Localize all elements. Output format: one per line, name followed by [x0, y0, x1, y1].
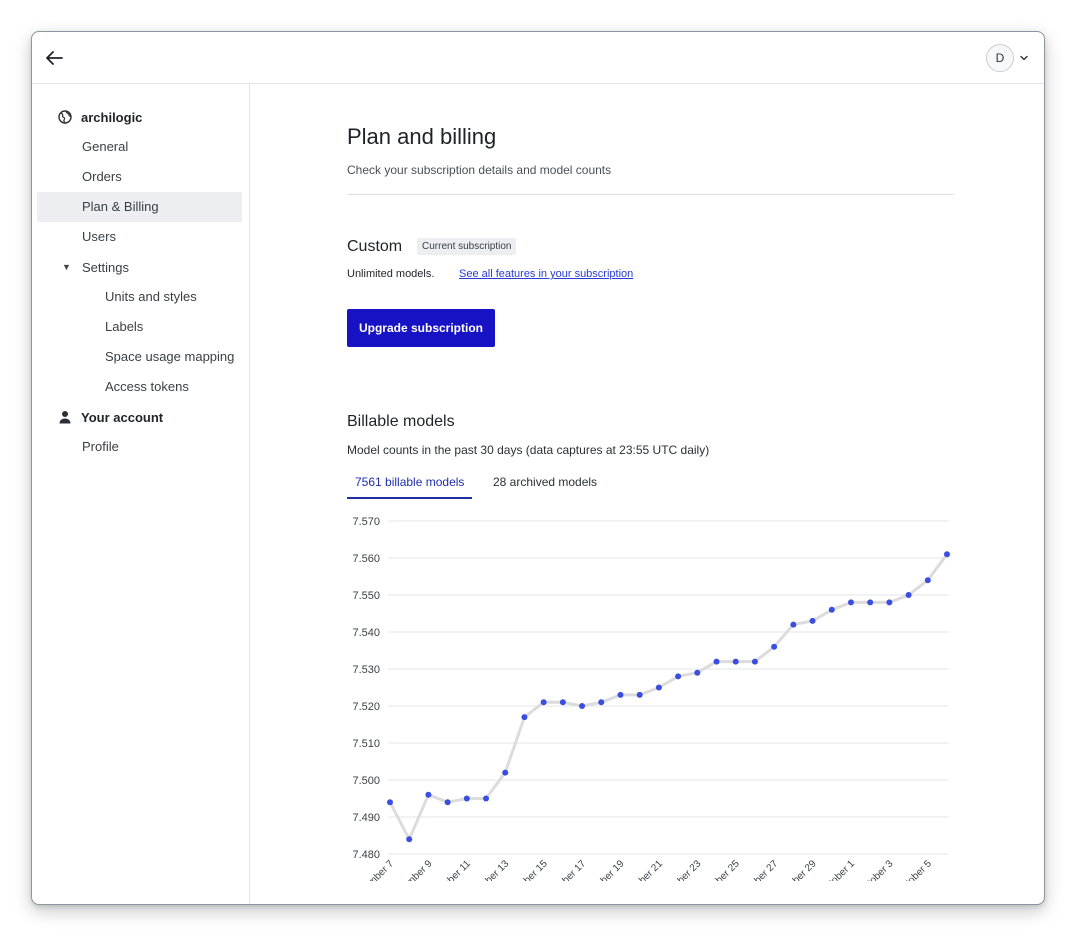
data-point: [636, 691, 643, 698]
data-point: [444, 799, 451, 806]
sidebar-item-space-usage-mapping[interactable]: Space usage mapping: [105, 349, 235, 364]
page-subtitle: Check your subscription details and mode…: [347, 163, 612, 177]
data-point: [790, 621, 797, 628]
main-content: Plan and billing Check your subscription…: [251, 84, 1044, 904]
sidebar-account: Your account: [32, 402, 249, 432]
y-tick-label: 7.480: [352, 849, 380, 861]
status-badge: Current subscription: [417, 238, 517, 255]
series-line: [388, 553, 949, 841]
app-window: D archilogic General Orders Plan & Billi…: [31, 31, 1045, 905]
y-tick-label: 7.560: [352, 553, 380, 565]
upgrade-subscription-button[interactable]: Upgrade subscription: [347, 309, 495, 347]
x-tick-label: September 7: [348, 858, 397, 881]
y-tick-label: 7.510: [352, 738, 380, 750]
sidebar-item-users[interactable]: Users: [82, 229, 116, 244]
account-menu[interactable]: D: [986, 44, 1028, 72]
tab-archived-models[interactable]: 28 archived models: [493, 475, 598, 489]
data-point: [425, 791, 432, 798]
sidebar-item-labels[interactable]: Labels: [105, 319, 144, 334]
data-point: [867, 599, 874, 606]
data-point: [617, 691, 624, 698]
data-point: [828, 606, 835, 613]
sidebar-item-access-tokens[interactable]: Access tokens: [105, 379, 189, 394]
data-point: [559, 699, 566, 706]
avatar[interactable]: D: [986, 44, 1014, 72]
arrow-left-icon: [46, 51, 63, 65]
billable-models-chart: 7.570 7.560 7.550 7.540 7.530 7.520 7.510 7.500…: [348, 516, 950, 881]
features-link[interactable]: See all features in your subscription: [459, 268, 634, 280]
data-point: [598, 699, 605, 706]
plan-description: Unlimited models.: [347, 268, 435, 280]
x-tick-label: October 5: [895, 858, 934, 881]
data-point: [463, 795, 470, 802]
data-point: [924, 577, 931, 584]
data-point: [905, 592, 912, 598]
billable-models-subtitle: Model counts in the past 30 days (data c…: [347, 443, 710, 457]
x-tick-label: October 1: [818, 858, 857, 881]
sidebar-settings-toggle[interactable]: ▼ Settings: [32, 252, 249, 282]
sidebar-account-label: Your account: [81, 409, 164, 425]
data-point: [809, 617, 816, 624]
data-point: [579, 703, 586, 709]
sidebar-item-plan-billing[interactable]: Plan & Billing: [37, 192, 242, 222]
x-tick-label: October 3: [857, 858, 896, 881]
data-point: [387, 799, 393, 806]
divider: [347, 194, 954, 195]
globe-icon: [58, 110, 72, 124]
y-tick-label: 7.570: [352, 516, 380, 528]
y-tick-label: 7.550: [352, 590, 380, 602]
data-point: [944, 551, 950, 558]
sidebar-item-units-styles[interactable]: Units and styles: [105, 289, 197, 304]
y-tick-label: 7.530: [352, 664, 380, 676]
data-point: [713, 658, 720, 665]
data-point: [502, 769, 509, 776]
tab-billable-models[interactable]: 7561 billable models: [347, 475, 473, 499]
top-bar: D: [32, 32, 1044, 84]
data-point: [847, 599, 854, 606]
data-point: [732, 658, 739, 665]
y-tick-label: 7.540: [352, 627, 380, 639]
sidebar-org-label: archilogic: [81, 109, 143, 125]
caret-down-icon: ▼: [62, 262, 71, 272]
data-point: [521, 714, 528, 721]
sidebar: archilogic General Orders Plan & Billing…: [32, 84, 250, 904]
data-point: [771, 643, 778, 650]
billable-models-title: Billable models: [347, 413, 455, 430]
sidebar-settings-label: Settings: [82, 259, 129, 275]
data-point: [886, 599, 893, 606]
data-point: [751, 658, 758, 665]
back-button[interactable]: [42, 46, 66, 70]
sidebar-org: archilogic: [32, 102, 249, 132]
y-tick-label: 7.500: [352, 775, 380, 787]
sidebar-item-profile[interactable]: Profile: [82, 439, 119, 454]
y-tick-label: 7.490: [352, 812, 380, 824]
data-point: [694, 669, 701, 676]
data-point: [655, 684, 662, 691]
chevron-down-icon[interactable]: [1020, 55, 1028, 61]
sidebar-item-orders[interactable]: Orders: [82, 169, 122, 184]
page-title: Plan and billing: [347, 124, 497, 149]
sidebar-item-general[interactable]: General: [82, 139, 129, 154]
plan-name: Custom: [347, 238, 403, 255]
y-tick-label: 7.520: [352, 701, 380, 713]
data-point: [406, 836, 413, 843]
data-point: [483, 795, 490, 802]
x-tick-label: September 9: [386, 858, 435, 881]
data-point: [540, 699, 547, 706]
user-icon: [59, 411, 71, 424]
data-point: [675, 673, 682, 680]
